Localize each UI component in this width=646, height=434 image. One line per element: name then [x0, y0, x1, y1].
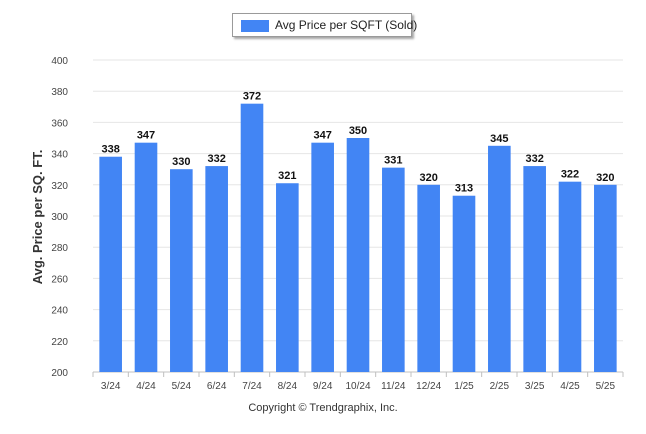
x-tick-label: 8/24: [278, 381, 298, 392]
data-label: 320: [419, 172, 437, 184]
bar: [134, 142, 158, 372]
x-tick-label: 1/25: [454, 381, 474, 392]
x-tick-label: 5/24: [172, 381, 192, 392]
bar: [558, 181, 582, 372]
y-tick-label: 380: [51, 87, 68, 98]
bar: [99, 156, 122, 372]
data-label: 372: [243, 91, 261, 103]
bar: [488, 145, 511, 372]
bar: [382, 167, 405, 372]
y-tick-label: 200: [51, 368, 68, 379]
data-label: 332: [207, 153, 225, 165]
y-tick-label: 360: [51, 118, 68, 129]
bar: [346, 138, 370, 372]
x-tick-label: 2/25: [490, 381, 510, 392]
bar: [170, 169, 193, 372]
data-label: 330: [172, 156, 190, 168]
data-label: 321: [278, 170, 296, 182]
y-tick-label: 220: [51, 337, 68, 348]
data-label: 320: [596, 172, 614, 184]
data-label: 347: [313, 130, 331, 142]
x-tick-label: 6/24: [207, 381, 227, 392]
x-tick-label: 12/24: [416, 381, 441, 392]
bars: [99, 103, 617, 373]
x-tick-label: 7/24: [242, 381, 262, 392]
y-tick-label: 240: [51, 306, 68, 317]
y-axis: 200 220 240 260 280 300 320 340 360 380 400: [51, 56, 68, 379]
data-label: 350: [349, 125, 367, 137]
legend: Avg Price per SQFT (Sold): [232, 13, 417, 37]
y-tick-label: 280: [51, 243, 68, 254]
x-tick-label: 11/24: [381, 381, 406, 392]
x-tick-label: 10/24: [345, 381, 370, 392]
legend-swatch: [241, 20, 269, 32]
data-labels: 338 347 330 332 372 321 347 350 331 320 313 345 332 3…: [101, 91, 614, 195]
y-tick-label: 320: [51, 181, 68, 192]
data-label: 331: [384, 155, 402, 167]
data-label: 338: [101, 144, 119, 156]
data-label: 347: [137, 130, 155, 142]
bar: [417, 184, 440, 372]
bar: [276, 183, 299, 372]
bar: [452, 195, 476, 372]
data-label: 345: [490, 133, 508, 145]
legend-label: Avg Price per SQFT (Sold): [275, 18, 418, 32]
x-tick-label: 5/25: [596, 381, 616, 392]
x-tick-label: 4/25: [560, 381, 580, 392]
data-label: 332: [525, 153, 543, 165]
x-tick-label: 9/24: [313, 381, 333, 392]
bar: [240, 103, 264, 373]
bar: [523, 166, 546, 372]
bar: [311, 142, 334, 372]
data-label: 322: [561, 169, 579, 181]
data-label: 313: [455, 183, 473, 195]
copyright-text: Copyright © Trendgraphix, Inc.: [248, 402, 398, 414]
y-tick-label: 260: [51, 274, 68, 285]
bar: [205, 166, 228, 372]
y-tick-label: 400: [51, 56, 68, 67]
y-tick-label: 300: [51, 212, 68, 223]
y-axis-title: Avg. Price per SQ. FT.: [30, 150, 45, 285]
y-tick-label: 340: [51, 150, 68, 161]
x-axis: 3/24 4/24 5/24 6/24 7/24 8/24 9/24 10/24 11/24 12…: [92, 372, 624, 392]
x-tick-label: 3/24: [101, 381, 121, 392]
bar: [594, 184, 617, 372]
x-tick-label: 3/25: [525, 381, 545, 392]
x-tick-label: 4/24: [136, 381, 156, 392]
